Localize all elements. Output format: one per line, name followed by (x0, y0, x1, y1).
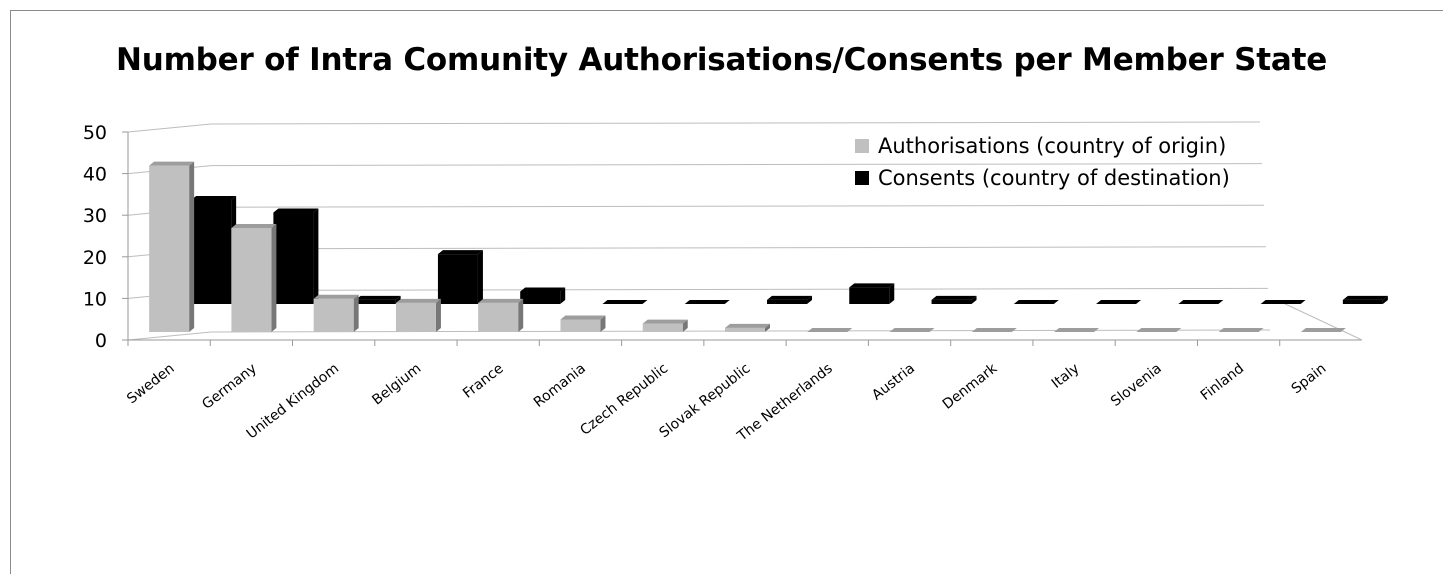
y-tick-label: 40 (83, 164, 107, 186)
bar-top (273, 208, 319, 213)
gridline (210, 246, 1267, 250)
x-tick-label: Spain (1289, 361, 1330, 398)
bar-side (518, 298, 524, 332)
bar (849, 287, 890, 304)
y-tick-label: 0 (95, 330, 107, 352)
bar-top (849, 283, 895, 288)
bar (313, 298, 354, 332)
legend-item-authorisations: Authorisations (country of origin) (855, 130, 1230, 162)
x-tick-label: Italy (1049, 361, 1083, 392)
bar-top (478, 298, 524, 303)
bar-top (725, 323, 770, 328)
bar-side (313, 208, 319, 304)
x-tick-label: Sweden (124, 361, 177, 408)
bar-top (355, 295, 401, 300)
bar-top (1136, 328, 1182, 332)
bar-side (477, 250, 483, 304)
bar (725, 327, 765, 332)
bar (767, 299, 807, 304)
bar (931, 299, 972, 304)
bar-top (807, 328, 853, 332)
bar-side (395, 295, 401, 304)
bar-top (1054, 328, 1100, 332)
bar-side (353, 294, 359, 332)
gridline-side (127, 123, 212, 133)
legend-label-consents: Consents (country of destination) (878, 166, 1230, 190)
chart-frame (10, 10, 1443, 574)
legend-swatch-authorisations (855, 139, 869, 153)
bar-side (971, 295, 977, 304)
bar-top (602, 300, 648, 304)
bar (149, 165, 190, 332)
x-tick-label: Romania (531, 361, 589, 411)
floor-right-edge (1280, 301, 1363, 341)
bar-top (520, 287, 566, 292)
bar-top (971, 328, 1017, 332)
bar-side (189, 161, 195, 332)
chart-legend: Authorisations (country of origin) Conse… (855, 130, 1230, 194)
gridline (210, 204, 1265, 208)
bar-side (560, 287, 566, 304)
bar-side (1382, 295, 1388, 304)
chart-title: Number of Intra Comunity Authorisations/… (115, 42, 1328, 78)
x-tick-label: France (460, 361, 507, 402)
bar-side (889, 283, 895, 304)
bar-side (765, 323, 770, 332)
bar-top (1178, 300, 1224, 304)
legend-label-authorisations: Authorisations (country of origin) (878, 134, 1227, 158)
bar-top (191, 196, 237, 200)
legend-swatch-consents (855, 171, 869, 185)
bar (191, 200, 232, 304)
bar-side (807, 295, 812, 304)
bar-side (600, 315, 606, 332)
y-tick-label: 50 (83, 122, 107, 144)
bar-top (313, 294, 359, 299)
y-tick-label: 10 (83, 288, 107, 310)
bar-side (271, 224, 277, 332)
bar (273, 212, 314, 304)
x-tick-label: Slovenia (1108, 361, 1165, 410)
bar-top (1096, 300, 1142, 304)
y-tick-label: 30 (83, 205, 107, 227)
bar-top (149, 161, 195, 166)
bar-top (889, 328, 935, 332)
legend-item-consents: Consents (country of destination) (855, 162, 1230, 194)
bar-top (1300, 328, 1346, 332)
x-tick-label: Finland (1198, 361, 1247, 404)
bar-top (931, 295, 977, 300)
bar-top (684, 300, 730, 304)
bar-top (1260, 300, 1306, 304)
bar-top (642, 319, 688, 324)
bar-top (437, 250, 483, 255)
bar (478, 302, 519, 332)
bar-top (1342, 295, 1388, 300)
bar-side (682, 319, 688, 332)
bar-top (560, 315, 606, 320)
x-tick-label: Austria (869, 361, 918, 404)
bar (437, 254, 478, 304)
bar (520, 291, 561, 304)
bar-top (395, 298, 441, 303)
x-tick-label: Germany (199, 361, 260, 413)
x-tick-label: Belgium (369, 361, 424, 409)
bar-side (435, 298, 441, 332)
bar (642, 323, 683, 332)
gridline-side (127, 331, 212, 341)
bar (1342, 299, 1383, 304)
y-tick-label: 20 (83, 247, 107, 269)
bar-top (1013, 300, 1059, 304)
bar-top (767, 295, 812, 300)
bar (355, 299, 396, 304)
x-tick-label: Denmark (940, 360, 1001, 413)
bar (231, 228, 272, 332)
gridline (210, 287, 1269, 291)
gridline (210, 163, 1263, 167)
bar-top (1218, 328, 1264, 332)
bar (560, 319, 601, 332)
gridline (210, 121, 1261, 125)
bar-top (231, 224, 277, 228)
bar (395, 302, 436, 332)
